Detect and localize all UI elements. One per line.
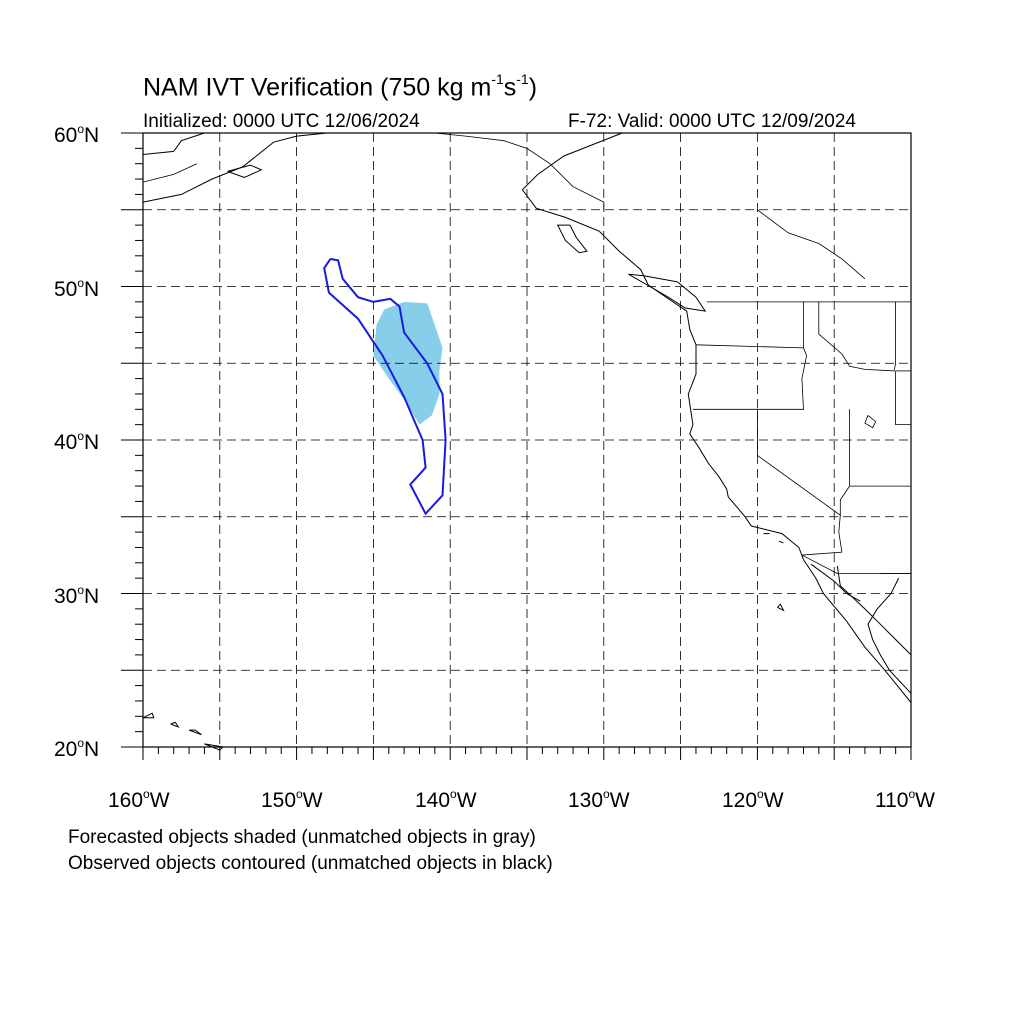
inland-water-outline bbox=[142, 163, 197, 183]
lon-label-140w: 140oW bbox=[415, 787, 477, 812]
lon-label-130w: 130oW bbox=[568, 787, 630, 812]
lon-label-160w: 160oW bbox=[108, 787, 170, 812]
lon-label-110w: 110oW bbox=[875, 787, 935, 812]
political-border bbox=[434, 132, 605, 210]
lon-label-150w: 150oW bbox=[261, 787, 323, 812]
political-border bbox=[692, 344, 808, 410]
footnote-forecast-objects: Forecasted objects shaded (unmatched obj… bbox=[68, 827, 536, 848]
observed-object-contour bbox=[323, 257, 447, 516]
initialized-time: Initialized: 0000 UTC 12/06/2024 bbox=[143, 111, 420, 132]
lat-label-50n: 50oN bbox=[54, 276, 100, 301]
lat-label-40n: 40oN bbox=[54, 429, 100, 454]
coastline-segment bbox=[170, 721, 180, 729]
inland-water-outline bbox=[757, 209, 866, 280]
map-frame bbox=[142, 132, 912, 748]
political-border bbox=[818, 301, 896, 372]
axis-ticks bbox=[121, 132, 912, 760]
valid-time: F-72: Valid: 0000 UTC 12/09/2024 bbox=[568, 111, 856, 132]
inland-water-outline bbox=[864, 415, 877, 429]
lon-label-120w: 120oW bbox=[722, 787, 784, 812]
political-border bbox=[757, 409, 850, 516]
forecast-object-layer bbox=[373, 301, 443, 425]
coastline-segment bbox=[142, 132, 328, 203]
coastline-segment bbox=[142, 712, 155, 719]
geographic-outlines-layer bbox=[142, 132, 912, 751]
coastline-segment bbox=[628, 273, 707, 312]
footnote-observed-objects: Observed objects contoured (unmatched ob… bbox=[68, 853, 553, 874]
coastline-segment bbox=[810, 563, 861, 602]
political-border bbox=[800, 515, 911, 574]
chart-title: NAM IVT Verification (750 kg m-1s-1) bbox=[143, 71, 538, 102]
lat-label-30n: 30oN bbox=[54, 583, 100, 608]
lat-lon-grid bbox=[143, 133, 911, 747]
lat-label-20n: 20oN bbox=[54, 736, 100, 761]
coastline-segment bbox=[556, 224, 588, 254]
coastline-segment bbox=[521, 132, 912, 703]
coastline-segment bbox=[227, 164, 263, 179]
observed-object-layer bbox=[323, 257, 447, 516]
forecast-object bbox=[373, 301, 443, 425]
coastline-segment bbox=[142, 132, 205, 155]
coastline-segment bbox=[188, 729, 202, 736]
lat-label-60n: 60oN bbox=[54, 122, 100, 147]
coastline-segment bbox=[777, 603, 785, 612]
coastline-segment bbox=[867, 577, 912, 694]
political-border bbox=[895, 370, 911, 426]
coastline-segment bbox=[778, 540, 784, 544]
